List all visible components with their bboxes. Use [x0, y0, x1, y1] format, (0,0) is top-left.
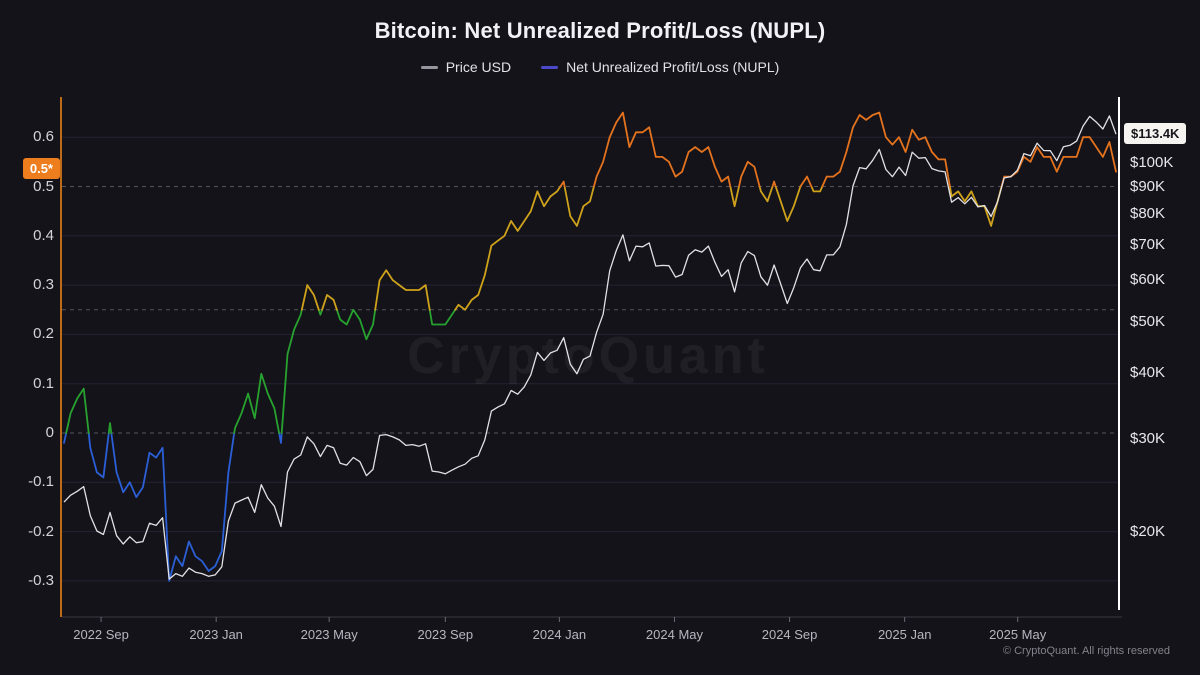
x-axis-label: 2024 Jan [532, 627, 587, 642]
chart-title: Bitcoin: Net Unrealized Profit/Loss (NUP… [374, 18, 826, 43]
y-axis-left-label: 0.3 [33, 276, 54, 294]
y-axis-left-label: 0.1 [33, 374, 54, 392]
nupl-line-capitulation [63, 432, 283, 582]
y-axis-right-label: $40K [1130, 364, 1166, 382]
y-axis-right-label: $50K [1130, 313, 1166, 330]
y-axis-left-label: -0.1 [28, 473, 54, 491]
y-axis-left-label: 0 [45, 424, 54, 441]
y-axis-right-label: $80K [1130, 205, 1166, 223]
x-axis-label: 2023 Sep [417, 627, 474, 642]
legend-label-nupl: Net Unrealized Profit/Loss (NUPL) [566, 59, 780, 75]
x-axis-label: 2024 Sep [761, 627, 818, 642]
chart-legend: Price USD Net Unrealized Profit/Loss (NU… [0, 59, 1200, 75]
x-axis-label: 2022 Sep [73, 627, 129, 642]
y-axis-right-label: $100K [1130, 154, 1174, 171]
y-axis-left-label: 0.5 [33, 177, 54, 195]
y-axis-right-label: $90K [1130, 178, 1166, 196]
nupl-current-value-badge: 0.5* [22, 158, 60, 180]
y-axis-left-label: 0.2 [33, 325, 54, 343]
y-axis-right-label: $20K [1130, 523, 1166, 541]
y-axis-left-label: 0.4 [33, 226, 54, 244]
y-axis-right-label: $30K [1130, 430, 1166, 448]
x-axis-label: 2025 Jan [877, 627, 932, 642]
nupl-line-swatch-icon [541, 65, 559, 69]
legend-label-price: Price USD [445, 59, 512, 75]
legend-item-nupl[interactable]: Net Unrealized Profit/Loss (NUPL) [541, 59, 779, 75]
price-line [63, 115, 1117, 580]
copyright-text: © CryptoQuant. All rights reserved [1002, 645, 1170, 657]
y-axis-left-label: -0.2 [28, 522, 54, 540]
y-axis-right-label: $60K [1130, 271, 1166, 289]
x-axis-label: 2023 May [300, 627, 358, 642]
nupl-line-hope [65, 308, 457, 434]
price-current-value-badge: $113.4K [1124, 123, 1187, 145]
x-axis-label: 2024 May [645, 627, 704, 642]
nupl-line-belief [559, 111, 1117, 188]
nupl-line-optimism [300, 185, 1003, 311]
x-axis-label: 2025 May [989, 627, 1047, 642]
price-line-swatch-icon [420, 65, 438, 69]
y-axis-left-label: -0.3 [28, 571, 54, 589]
legend-item-price[interactable]: Price USD [420, 59, 512, 75]
y-axis-left-label: 0.6 [33, 128, 54, 146]
x-axis-label: 2023 Jan [189, 627, 243, 642]
y-axis-right-label: $70K [1130, 235, 1166, 253]
